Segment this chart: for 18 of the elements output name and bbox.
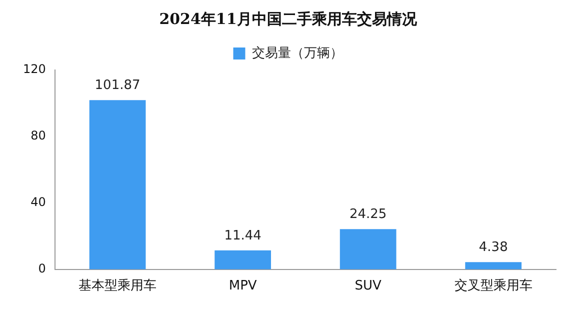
chart-title: 2024年11月中国二手乘用车交易情况 [159, 10, 418, 28]
legend-label: 交易量（万辆） [252, 44, 343, 61]
x-tick-label: SUV [354, 278, 382, 294]
y-tick-label: 40 [30, 195, 46, 210]
x-tick-label: MPV [228, 278, 257, 294]
bar [89, 100, 146, 270]
y-tick-label: 0 [38, 262, 46, 276]
x-tick-label: 交叉型乘用车 [454, 278, 532, 294]
data-label: 11.44 [224, 228, 262, 244]
x-tick-label: 基本型乘用车 [78, 278, 157, 294]
data-label: 4.38 [478, 240, 508, 255]
bar [340, 229, 396, 270]
bar [465, 262, 522, 270]
data-label: 24.25 [349, 206, 387, 222]
bar [214, 250, 271, 270]
data-label: 101.87 [94, 78, 140, 93]
y-tick-label: 120 [23, 62, 46, 76]
y-tick-label: 80 [30, 128, 46, 143]
